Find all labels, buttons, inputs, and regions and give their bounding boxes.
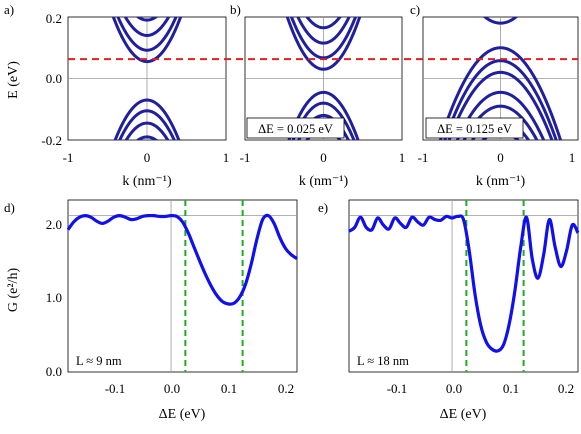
panel-b-label: b) <box>230 2 241 17</box>
panel-a-xtick-left: -1 <box>63 150 74 165</box>
panel-b-annotation: ΔE = 0.025 eV <box>258 122 333 136</box>
panel-e-xtick-3: 0.1 <box>503 381 519 396</box>
panel-e-xtick-1: -0.1 <box>387 381 408 396</box>
panel-c-valence-band-2 <box>447 70 554 140</box>
panel-c: c) ΔE = 0.125 eV -1 0 1 k (nm⁻¹) <box>410 2 579 189</box>
panel-b-xtick-left: -1 <box>240 150 251 165</box>
panel-b-valence-band-1 <box>291 101 356 140</box>
panel-a-valence-band-3 <box>135 135 159 140</box>
panel-e-xtick-2: 0.0 <box>446 381 462 396</box>
panel-a-ytick-top: 0.2 <box>46 11 62 26</box>
panel-c-xtick-right: 1 <box>569 150 576 165</box>
panel-a-valence-band-2 <box>124 121 170 140</box>
panel-d-xtick-3: 0.1 <box>221 381 237 396</box>
panel-c-valence-band-4 <box>462 104 539 140</box>
panel-d-xtick-1: -0.1 <box>105 381 126 396</box>
panel-d-xlabel: ΔE (eV) <box>159 407 206 422</box>
panel-a-xtick-mid: 0 <box>144 150 151 165</box>
panel-d-ytick-top: 2.0 <box>46 217 62 232</box>
panel-d-ytick-bottom: 0.0 <box>46 364 62 379</box>
panel-a-xlabel: k (nm⁻¹) <box>122 174 172 189</box>
panel-c-annotation: ΔE = 0.125 eV <box>437 122 512 136</box>
panel-d-xtick-2: 0.0 <box>164 381 180 396</box>
panel-d-conductance <box>66 213 298 306</box>
panel-d-annotation: L ≈ 9 nm <box>76 354 122 368</box>
panel-b-conduction-band-2 <box>296 17 351 45</box>
panel-a-ytick-mid: 0.0 <box>46 71 62 86</box>
panel-d-xtick-4: 0.2 <box>278 381 294 396</box>
panel-b-valence-band-0 <box>287 90 360 140</box>
panel-b: b) ΔE = 0.025 eV -1 0 1 k (nm⁻¹) <box>230 2 406 189</box>
panel-b-valence-band-3 <box>305 127 342 140</box>
panel-b-xtick-mid: 0 <box>320 150 327 165</box>
panel-d-conductance-curve <box>66 213 298 306</box>
panel-d-ytick-mid: 1.0 <box>46 290 62 305</box>
panel-a-conduction-band-3 <box>135 17 159 22</box>
panel-c-valence-band-3 <box>455 90 546 140</box>
panel-c-xtick-left: -1 <box>418 150 429 165</box>
panel-a-axes <box>67 16 227 141</box>
panel-e: e) L ≈ 18 nm -0.1 0.0 0.1 0.2 ΔE (eV) <box>318 199 580 422</box>
panel-a-conduction-band-0 <box>111 17 183 64</box>
panel-b-conduction-band-0 <box>285 17 362 71</box>
panel-a-valence-band-0 <box>113 98 181 140</box>
panel-e-xtick-4: 0.2 <box>558 381 574 396</box>
panel-b-conduction-band-1 <box>289 17 358 60</box>
panel-c-valence-band-0 <box>438 46 563 140</box>
panel-a-conduction-band-1 <box>116 17 178 52</box>
panel-a-ytick-bottom: -0.2 <box>41 133 62 148</box>
panel-c-xtick-mid: 0 <box>497 150 504 165</box>
panel-e-conductance <box>348 214 580 353</box>
panel-e-frame <box>348 199 579 373</box>
panel-e-xlabel: ΔE (eV) <box>440 407 487 422</box>
panel-b-xtick-right: 1 <box>399 150 406 165</box>
panel-b-annotation-box <box>246 117 345 139</box>
panel-a-conduction-band-2 <box>123 17 171 37</box>
panel-d-label: d) <box>4 200 15 215</box>
panel-d-frame <box>67 199 298 373</box>
panel-a-label: a) <box>4 2 14 17</box>
panel-a-valence-band-1 <box>118 109 176 140</box>
panel-d-ylabel: G (e²/h) <box>6 268 21 313</box>
panel-c-label: c) <box>410 2 420 17</box>
panel-a-ylabel: E (eV) <box>6 61 21 99</box>
panel-e-guides <box>349 200 578 372</box>
panel-d: d) 2.0 1.0 0.0 G (e²/h) L ≈ 9 nm -0.1 0.… <box>4 199 298 422</box>
panel-c-xlabel: k (nm⁻¹) <box>476 174 526 189</box>
panel-b-valence-band-2 <box>296 113 351 140</box>
panel-a-xtick-right: 1 <box>223 150 230 165</box>
panel-e-label: e) <box>318 200 328 215</box>
panel-e-conductance-curve <box>348 214 580 353</box>
panel-d-guides <box>68 200 297 372</box>
panel-c-conduction-band-0 <box>482 17 519 25</box>
panel-b-xlabel: k (nm⁻¹) <box>299 174 349 189</box>
panel-c-annotation-box <box>425 117 524 139</box>
panel-e-annotation: L ≈ 18 nm <box>357 354 409 368</box>
panel-a-bands <box>111 17 183 140</box>
panel-a: a) 0.2 0.0 -0.2 E (eV) -1 0 1 k (nm⁻¹) <box>4 2 230 189</box>
panel-b-conduction-band-3 <box>305 17 342 30</box>
